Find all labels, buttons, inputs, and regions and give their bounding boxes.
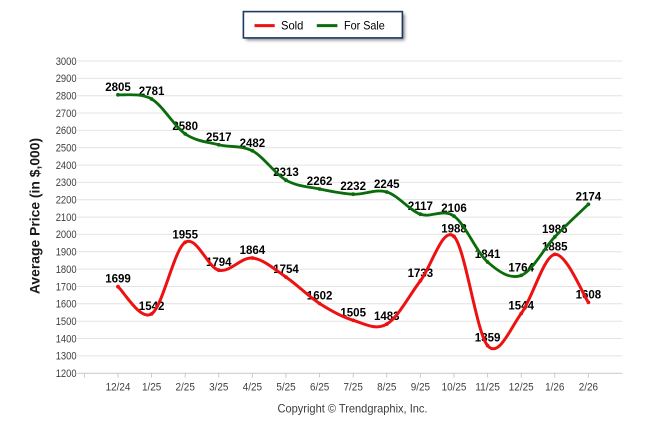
svg-text:1955: 1955 <box>172 229 198 241</box>
svg-text:1988: 1988 <box>441 224 467 236</box>
svg-text:For Sale: For Sale <box>344 19 385 33</box>
svg-text:1/25: 1/25 <box>142 382 161 394</box>
svg-text:Copyright © Trendgraphix, Inc.: Copyright © Trendgraphix, Inc. <box>278 402 428 416</box>
svg-text:1200: 1200 <box>56 368 77 380</box>
svg-text:1/26: 1/26 <box>545 382 564 394</box>
svg-text:1400: 1400 <box>56 333 77 345</box>
svg-text:2245: 2245 <box>374 179 400 191</box>
svg-text:1608: 1608 <box>576 289 602 301</box>
svg-text:10/25: 10/25 <box>442 382 467 394</box>
svg-text:7/25: 7/25 <box>344 382 363 394</box>
svg-text:2117: 2117 <box>408 201 433 213</box>
svg-text:2000: 2000 <box>56 229 77 241</box>
svg-text:2/26: 2/26 <box>579 382 598 394</box>
svg-text:3000: 3000 <box>56 56 77 68</box>
svg-text:9/25: 9/25 <box>411 382 430 394</box>
svg-text:2200: 2200 <box>56 195 77 207</box>
svg-text:1800: 1800 <box>56 264 77 276</box>
svg-text:4/25: 4/25 <box>243 382 262 394</box>
svg-text:1733: 1733 <box>408 268 434 280</box>
svg-text:1864: 1864 <box>240 245 266 257</box>
svg-text:2400: 2400 <box>56 160 77 172</box>
svg-text:2600: 2600 <box>56 125 77 137</box>
svg-text:1841: 1841 <box>475 249 501 261</box>
svg-text:5/25: 5/25 <box>276 382 295 394</box>
svg-text:2805: 2805 <box>105 82 131 94</box>
svg-text:6/25: 6/25 <box>310 382 329 394</box>
svg-text:2300: 2300 <box>56 177 77 189</box>
svg-text:1986: 1986 <box>542 224 568 236</box>
svg-text:3/25: 3/25 <box>209 382 228 394</box>
svg-text:12/24: 12/24 <box>106 382 131 394</box>
svg-text:11/25: 11/25 <box>475 382 500 394</box>
svg-text:1300: 1300 <box>56 351 77 363</box>
svg-text:1700: 1700 <box>56 281 77 293</box>
svg-text:2517: 2517 <box>206 132 232 144</box>
svg-text:1500: 1500 <box>56 316 77 328</box>
svg-text:8/25: 8/25 <box>377 382 396 394</box>
svg-text:1900: 1900 <box>56 247 77 259</box>
svg-text:2482: 2482 <box>240 138 266 150</box>
svg-text:1505: 1505 <box>340 307 366 319</box>
svg-text:1699: 1699 <box>105 274 131 286</box>
svg-text:2232: 2232 <box>340 181 366 193</box>
svg-text:Average Price (in $,000): Average Price (in $,000) <box>26 138 42 294</box>
svg-text:2800: 2800 <box>56 91 77 103</box>
svg-text:Sold: Sold <box>281 19 303 33</box>
svg-text:2700: 2700 <box>56 108 77 120</box>
svg-text:2/25: 2/25 <box>176 382 195 394</box>
svg-text:2781: 2781 <box>139 86 165 98</box>
svg-text:2100: 2100 <box>56 212 77 224</box>
svg-text:12/25: 12/25 <box>509 382 534 394</box>
svg-text:2262: 2262 <box>307 176 333 188</box>
svg-text:2174: 2174 <box>576 191 602 203</box>
svg-text:1600: 1600 <box>56 299 77 311</box>
svg-text:2900: 2900 <box>56 73 77 85</box>
svg-text:1359: 1359 <box>475 333 501 345</box>
svg-text:2500: 2500 <box>56 143 77 155</box>
